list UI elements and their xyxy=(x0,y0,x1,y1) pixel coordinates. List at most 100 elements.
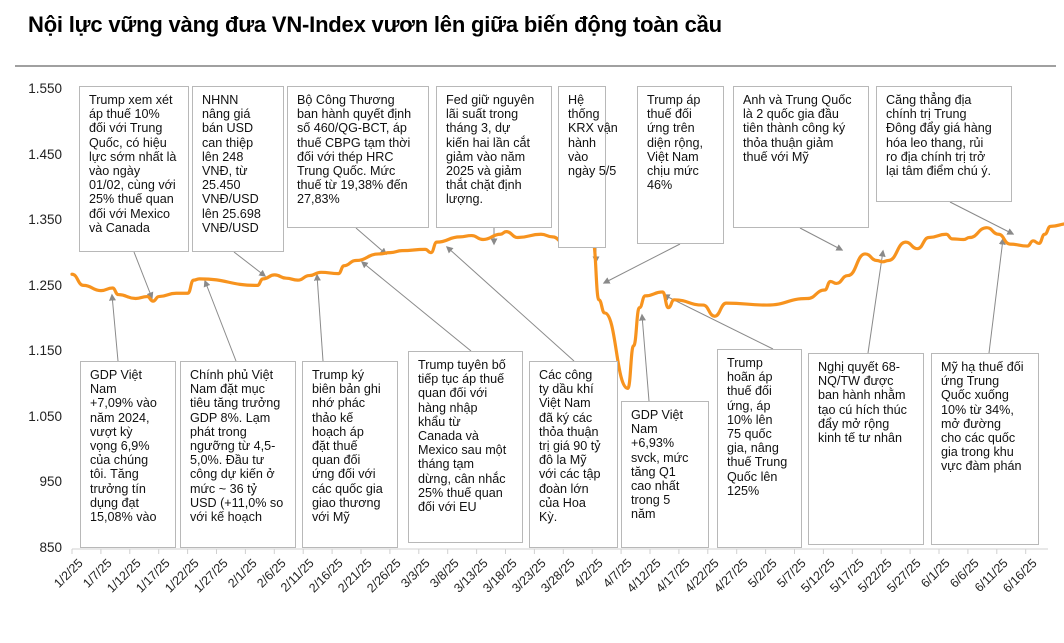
annotation-line: lại tâm điểm chú ý. xyxy=(886,164,991,179)
annotation-line: nhớ phác xyxy=(312,396,366,411)
annotation-line: đoàn lớn xyxy=(539,481,589,496)
annotation-line: tiêu tăng trưởng xyxy=(190,396,281,411)
annotation-line: thuế với Mỹ xyxy=(743,149,809,164)
annotation-line: Các công xyxy=(539,368,593,382)
annotation-line: quan đối xyxy=(312,453,361,468)
annotation-line: can thiệp xyxy=(202,135,254,150)
annotation-line: Kỳ. xyxy=(539,510,558,525)
annotation-line: với Mỹ xyxy=(312,510,350,525)
annotation-line: chịu mức xyxy=(647,164,699,179)
annotation-line: Fed giữ nguyên xyxy=(446,93,535,107)
annotation-line: hàng nhập xyxy=(418,400,478,415)
annotation-line: mức ~ 36 tỷ xyxy=(190,481,257,496)
annotation-line: của chúng xyxy=(90,453,149,468)
annotation-line: đặt thuế xyxy=(312,439,358,454)
annotation-line: 10% từ 34%, xyxy=(941,402,1014,417)
annotation-line: 15,08% vào xyxy=(90,510,157,525)
annotation-line: 125% xyxy=(727,483,760,498)
annotation-line: vượt kỳ xyxy=(90,424,133,439)
annotation-line: GDP Việt xyxy=(90,368,143,382)
annotation-line: 25% thuế quan xyxy=(418,485,503,500)
annotation-line: thắt chặt định xyxy=(446,178,522,193)
annotation-box: Trump ký biên bản ghi nhớ phác thảo kế hoạch… xyxy=(302,361,398,548)
annotation-box: Nghị quyết 68- NQ/TW được ban hành nhằm tạo… xyxy=(808,353,924,545)
annotation-line: đối với Mexico xyxy=(89,206,171,221)
annotation-line: tháng 3, dự xyxy=(446,121,511,136)
annotation-box: Trump hoãn áp thuế đối ứng, áp 10% lên 75 quố… xyxy=(717,349,802,548)
annotation-line: tháng tạm xyxy=(418,457,475,472)
annotation-line: ứng đối với xyxy=(312,467,376,482)
annotation-box: Anh và Trung Quốc là 2 quốc gia đầu tiên t… xyxy=(733,86,869,228)
annotation-line: ban hành nhằm xyxy=(818,388,906,403)
annotation-line: lực sớm nhất là xyxy=(89,149,177,164)
annotation-line: Trump xyxy=(727,356,763,370)
annotation-line: trưởng tín xyxy=(90,481,146,496)
annotation-line: VNĐ, từ xyxy=(202,164,248,179)
annotation-line: VNĐ/USD xyxy=(202,192,259,207)
annotation-line: hoạch áp xyxy=(312,424,364,439)
annotation-line: thuế CBPG tạm thời xyxy=(297,135,411,150)
annotation-line: tạo cú hích thúc xyxy=(818,402,907,417)
annotation-line: Canada và xyxy=(418,429,479,444)
annotation-box: Căng thẳng địa chính trị Trung Đông đẩy gi… xyxy=(876,86,1012,202)
annotation-line: đã ký các xyxy=(539,410,593,425)
y-tick-label: 850 xyxy=(39,540,62,555)
annotation-line: Mỹ hạ thuế đối xyxy=(941,360,1024,374)
annotation-line: công dự kiến ở xyxy=(190,467,275,482)
annotation-line: lượng. xyxy=(446,192,483,207)
annotation-line: Hệ xyxy=(568,93,585,107)
annotation-box: NHNN nâng giá bán USD can thiệp lên 248 VNĐ, … xyxy=(192,86,284,252)
annotation-line: thỏa thuận xyxy=(539,424,599,439)
annotation-line: thuế đối xyxy=(727,384,772,399)
annotation-line: của Hoa xyxy=(539,495,586,510)
annotation-line: số 460/QG-BCT, áp xyxy=(297,121,407,136)
annotation-line: đối với thép HRC xyxy=(297,149,394,164)
annotation-line: Quốc, có hiệu xyxy=(89,135,167,150)
annotation-line: áp thuế 10% xyxy=(89,107,160,122)
x-tick-marks xyxy=(71,549,1027,554)
annotation-line: Đông đẩy giá hàng xyxy=(886,121,992,136)
annotation-line: NHNN xyxy=(202,93,239,107)
annotation-line: Trump xem xét xyxy=(89,93,173,107)
annotation-box: Chính phủ Việt Nam đặt mục tiêu tăng trưởn… xyxy=(180,361,296,548)
annotation-line: bán USD xyxy=(202,121,254,136)
annotation-line: giảm vào năm xyxy=(446,149,526,164)
annotation-line: khẩu từ xyxy=(418,414,461,429)
annotation-line: 10% lên xyxy=(727,412,773,427)
annotation-line: Nam đặt mục xyxy=(190,382,265,397)
annotation-line: với kế hoạch xyxy=(190,510,262,525)
annotation-line: Mexico sau một xyxy=(418,443,507,458)
annotation-connectors xyxy=(109,201,1015,402)
y-tick-label: 1.550 xyxy=(28,81,62,96)
annotation-line: kinh tế tư nhân xyxy=(818,431,903,446)
annotation-line: ngày 5/5 xyxy=(568,164,617,179)
annotation-box: GDP Việt Nam +7,09% vào năm 2024, vượt kỳ vọn… xyxy=(80,361,176,548)
annotation-line: hóa leo thang, rủi xyxy=(886,135,984,150)
annotation-line: cao nhất xyxy=(631,479,680,494)
annotation-line: NQ/TW được xyxy=(818,374,894,389)
annotation-line: thuế Trung xyxy=(727,455,788,470)
annotation-box: Trump xem xét áp thuế 10% đối với Trung Quố… xyxy=(79,86,189,252)
annotation-box: Mỹ hạ thuế đối ứng Trung Quốc xuống 10% từ … xyxy=(931,353,1039,545)
annotation-line: với các tập xyxy=(539,467,601,482)
y-tick-label: 1.250 xyxy=(28,277,62,293)
annotation-line: Nam xyxy=(90,382,117,397)
annotation-line: ngưỡng từ 4,5- xyxy=(190,439,276,454)
annotation-line: thống xyxy=(568,107,600,122)
annotation-line: ro địa chính trị trở xyxy=(886,149,986,164)
y-tick-label: 1.150 xyxy=(28,343,62,359)
annotation-line: 27,83% xyxy=(297,192,340,207)
annotation-line: 01/02, cùng với xyxy=(89,178,176,193)
annotation-line: hành xyxy=(568,135,597,150)
annotation-box: Fed giữ nguyên lãi suất trong tháng 3, dự k… xyxy=(436,86,552,228)
annotation-line: cho các quốc xyxy=(941,431,1016,446)
title-divider xyxy=(15,65,1056,67)
annotation-line: ty dầu khí xyxy=(539,382,594,397)
annotation-line: vực đàm phán xyxy=(941,459,1022,474)
annotation-line: 2025 và giảm xyxy=(446,164,522,179)
annotation-line: thuế từ 19,38% đến xyxy=(297,178,408,193)
annotation-line: biên bản ghi xyxy=(312,382,381,397)
annotation-line: vọng 6,9% xyxy=(90,439,150,454)
annotation-line: dừng, cân nhắc xyxy=(418,471,506,486)
annotation-line: thỏa thuận giảm xyxy=(743,135,834,150)
